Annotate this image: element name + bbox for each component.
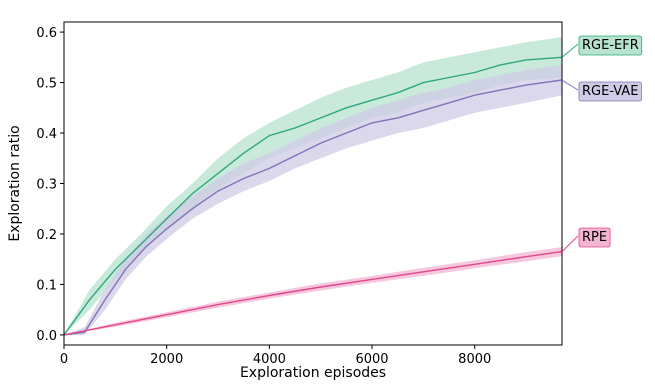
line-rge-efr — [63, 56, 563, 336]
y-axis-ticks: 0.0 0.1 0.2 0.3 0.4 0.5 0.6 — [36, 26, 64, 344]
end-label-box-rpe — [578, 227, 611, 248]
end-label-rpe: RPE — [582, 230, 607, 245]
end-label-box-rge-vae — [578, 81, 642, 102]
band-rge-vae — [64, 64, 562, 335]
line-rge-vae — [63, 79, 563, 336]
series-lines — [63, 56, 563, 336]
y-tick-label: 0.6 — [36, 26, 57, 41]
x-tick-label: 4000 — [253, 352, 286, 367]
y-tick-label: 0.5 — [36, 77, 57, 92]
x-tick-label: 2000 — [150, 352, 183, 367]
end-label-box-rge-efr — [578, 35, 643, 56]
confidence-bands — [64, 37, 562, 335]
x-tick-label: 6000 — [355, 352, 388, 367]
x-axis-ticks: 0 2000 4000 6000 8000 — [60, 345, 491, 367]
end-label-rge-efr: RGE-EFR — [582, 38, 639, 53]
end-label-rge-vae: RGE-VAE — [582, 84, 638, 99]
y-tick-label: 0.4 — [36, 127, 57, 142]
x-tick-label: 8000 — [458, 352, 491, 367]
connector-rge-efr — [561, 43, 579, 58]
y-tick-label: 0.3 — [36, 178, 57, 193]
connector-rge-vae — [561, 79, 579, 91]
x-axis-title: Exploration episodes — [240, 365, 386, 381]
y-axis-title: Exploration ratio — [7, 125, 23, 241]
connector-rpe — [561, 235, 579, 252]
line-rpe — [63, 250, 563, 336]
band-rge-efr — [64, 37, 562, 335]
end-labels: RGE-EFR RGE-VAE RPE — [561, 35, 643, 252]
y-tick-label: 0.1 — [36, 278, 57, 293]
x-tick-label: 0 — [60, 352, 68, 367]
y-tick-label: 0.2 — [36, 228, 57, 243]
y-tick-label: 0.0 — [36, 329, 57, 344]
